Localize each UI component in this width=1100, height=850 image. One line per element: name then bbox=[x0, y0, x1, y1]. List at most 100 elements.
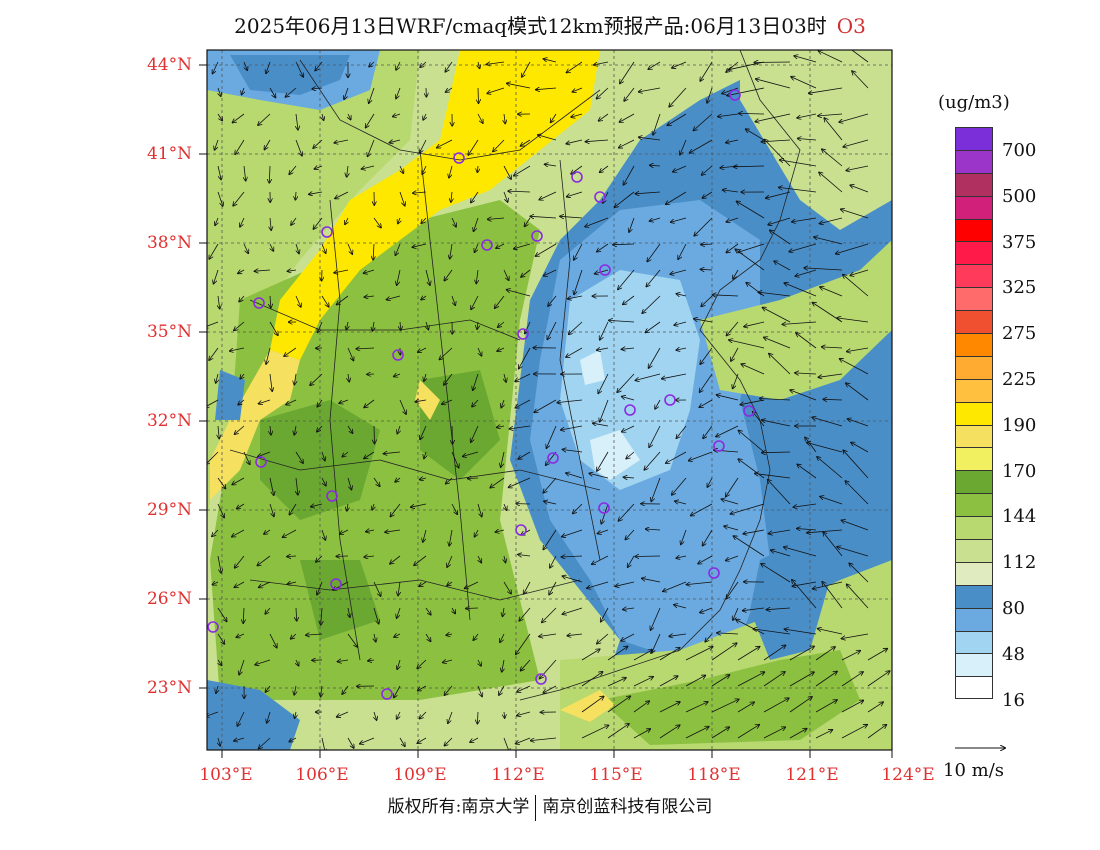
colorbar-cell bbox=[955, 516, 993, 540]
wind-arrow bbox=[620, 61, 635, 84]
wind-arrow bbox=[291, 633, 297, 639]
wind-arrow bbox=[237, 503, 245, 509]
wind-arrow bbox=[411, 503, 427, 507]
wind-arrow bbox=[244, 61, 247, 70]
colorbar-cell bbox=[955, 607, 993, 631]
wind-arrow bbox=[600, 165, 609, 172]
wind-arrow bbox=[446, 477, 453, 484]
wind-arrow bbox=[841, 209, 869, 219]
wind-arrow bbox=[317, 399, 323, 407]
wind-arrow bbox=[607, 678, 626, 687]
wind-arrow bbox=[670, 269, 687, 274]
wind-arrow bbox=[650, 165, 661, 166]
wind-arrow bbox=[504, 373, 506, 382]
colorbar-cell bbox=[955, 241, 993, 265]
wind-arrow bbox=[676, 348, 687, 350]
wind-arrow bbox=[497, 426, 505, 427]
wind-arrow bbox=[753, 629, 791, 635]
wind-arrow bbox=[581, 725, 609, 739]
wind-arrow bbox=[771, 550, 791, 557]
wind-arrow bbox=[707, 477, 713, 487]
wind-arrow bbox=[700, 373, 713, 392]
wind-arrow bbox=[721, 499, 739, 505]
wind-arrow bbox=[867, 671, 890, 687]
wind-arrow bbox=[396, 87, 401, 99]
wind-arrow bbox=[685, 727, 709, 739]
wind-arrow bbox=[399, 191, 405, 206]
lon-label-115: 115°E bbox=[589, 765, 643, 785]
wind-arrow bbox=[836, 243, 869, 254]
wind-arrow bbox=[613, 244, 635, 245]
wind-arrow bbox=[639, 87, 661, 92]
wind-arrow bbox=[763, 308, 791, 323]
wind-arrow bbox=[317, 425, 323, 432]
wind-arrow bbox=[647, 243, 661, 262]
wind-arrow bbox=[266, 61, 271, 73]
wind-arrow bbox=[712, 295, 739, 296]
wind-arrow bbox=[839, 113, 869, 122]
colorbar-label: 170 bbox=[1002, 460, 1037, 482]
wind-arrow bbox=[645, 321, 661, 333]
wind-arrow bbox=[309, 192, 323, 194]
wind-arrow bbox=[531, 737, 557, 741]
wind-arrow bbox=[568, 295, 583, 299]
wind-arrow bbox=[284, 347, 297, 356]
map-title: 2025年06月13日WRF/cmaq模式12km预报产品:06月13日03时 O… bbox=[0, 10, 1100, 39]
city-markers bbox=[207, 89, 755, 700]
wind-arrow bbox=[372, 503, 374, 510]
wind-arrow bbox=[439, 347, 453, 360]
wind-arrow bbox=[571, 165, 583, 174]
wind-arrow bbox=[412, 243, 427, 247]
wind-arrow bbox=[867, 725, 886, 739]
wind-arrow bbox=[239, 295, 245, 302]
wind-arrow bbox=[723, 190, 739, 192]
city-marker bbox=[571, 171, 583, 183]
wind-arrow bbox=[743, 529, 765, 534]
wind-arrow bbox=[797, 113, 817, 118]
wind-arrow bbox=[364, 399, 375, 408]
wind-arrow bbox=[701, 244, 713, 245]
wind-arrow bbox=[217, 503, 224, 518]
wind-arrow bbox=[207, 321, 219, 327]
wind-arrow bbox=[335, 191, 349, 199]
colorbar-label: 500 bbox=[1002, 185, 1037, 207]
wind-arrow bbox=[420, 711, 427, 719]
wind-arrow bbox=[499, 685, 505, 695]
wind-arrow bbox=[286, 399, 297, 405]
wind-arrow bbox=[373, 321, 375, 331]
wind-arrow bbox=[443, 660, 453, 663]
wind-arrow bbox=[818, 373, 843, 377]
wind-arrow bbox=[321, 607, 322, 625]
wind-arrow bbox=[516, 633, 531, 654]
wind-arrow bbox=[789, 697, 812, 713]
wind-arrow bbox=[463, 451, 479, 456]
wind-arrow bbox=[548, 295, 557, 306]
copyright-left: 版权所有:南京大学 bbox=[387, 797, 530, 817]
wind-arrow bbox=[790, 390, 817, 401]
colorbar-cell bbox=[955, 355, 993, 379]
wind-arrow bbox=[477, 347, 482, 356]
wind-arrow bbox=[444, 269, 453, 281]
colorbar-label: 190 bbox=[1002, 414, 1037, 436]
wind-arrow bbox=[347, 503, 348, 511]
wind-arrow bbox=[789, 243, 817, 252]
wind-arrow bbox=[659, 702, 680, 713]
wind-arrow bbox=[233, 191, 245, 206]
wind-arrow bbox=[615, 581, 635, 586]
wind-arrow bbox=[845, 481, 869, 505]
wind-arrow bbox=[269, 165, 270, 183]
wind-arrow bbox=[716, 425, 739, 437]
wind-arrow bbox=[851, 50, 869, 63]
colorbar-cell bbox=[955, 149, 993, 173]
wind-arrow bbox=[267, 711, 271, 723]
wind-arrow bbox=[269, 503, 274, 516]
wind-arrow bbox=[295, 711, 296, 718]
wind-arrow bbox=[269, 633, 277, 648]
wind-arrow bbox=[607, 724, 629, 739]
wind-arrow bbox=[675, 501, 687, 504]
wind-arrow bbox=[495, 530, 505, 532]
wind-arrow bbox=[417, 737, 427, 743]
wind-arrow bbox=[452, 425, 453, 444]
wind-arrow bbox=[477, 503, 482, 517]
wind-arrow bbox=[313, 139, 323, 148]
